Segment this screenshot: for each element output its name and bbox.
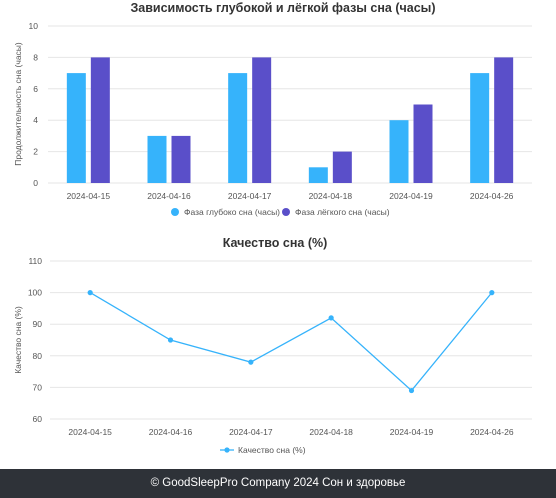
bar[interactable] <box>332 151 352 183</box>
quality-data-point[interactable] <box>167 337 174 343</box>
line-y-tick-label: 80 <box>33 351 43 361</box>
sleep-phase-bar-chart: Зависимость глубокой и лёгкой фазы сна (… <box>13 1 532 217</box>
bar-x-tick-label: 2024-04-19 <box>389 191 433 201</box>
quality-data-point[interactable] <box>87 290 93 296</box>
quality-data-point[interactable] <box>328 315 334 321</box>
bar-y-tick-label: 8 <box>33 52 38 62</box>
footer-text: © GoodSleepPro Company 2024 Сон и здоров… <box>150 477 406 489</box>
line-y-tick-label: 60 <box>33 414 43 424</box>
line-y-tick-label: 70 <box>33 382 43 392</box>
line-x-tick-label: 2024-04-17 <box>229 427 273 437</box>
line-y-tick-label: 90 <box>33 319 43 329</box>
quality-data-point[interactable] <box>408 387 415 394</box>
quality-data-point[interactable] <box>248 359 254 365</box>
bar-y-tick-label: 2 <box>33 147 38 157</box>
bar-y-tick-label: 4 <box>33 115 38 125</box>
bar[interactable] <box>308 167 328 183</box>
line-x-tick-label: 2024-04-19 <box>390 427 434 437</box>
line-x-tick-label: 2024-04-18 <box>309 427 353 437</box>
bar[interactable] <box>228 73 248 183</box>
line-y-tick-label: 110 <box>28 256 42 266</box>
bar[interactable] <box>171 135 191 183</box>
line-chart-y-axis-label: Качество сна (%) <box>13 306 23 374</box>
bar-chart-title: Зависимость глубокой и лёгкой фазы сна (… <box>130 1 435 15</box>
legend-label-deep-sleep[interactable]: Фаза глубоко сна (часы) <box>184 207 280 217</box>
charts-canvas: Зависимость глубокой и лёгкой фазы сна (… <box>13 1 532 455</box>
bar-x-tick-label: 2024-04-17 <box>228 191 272 201</box>
quality-series-line <box>89 292 493 392</box>
quality-data-point[interactable] <box>489 290 495 296</box>
bar[interactable] <box>494 57 514 183</box>
bar-x-tick-label: 2024-04-18 <box>309 191 353 201</box>
legend-swatch-marker-quality[interactable] <box>224 447 230 453</box>
bar[interactable] <box>389 120 409 183</box>
bar[interactable] <box>66 73 86 183</box>
bar[interactable] <box>90 57 110 183</box>
bar[interactable] <box>252 57 272 183</box>
bar[interactable] <box>413 104 433 184</box>
bar-y-tick-label: 6 <box>33 84 38 94</box>
page-footer: © GoodSleepPro Company 2024 Сон и здоров… <box>0 469 556 498</box>
bar-y-tick-label: 0 <box>33 178 38 188</box>
legend-label-quality[interactable]: Качество сна (%) <box>238 445 306 455</box>
line-x-tick-label: 2024-04-16 <box>149 427 193 437</box>
bar-x-tick-label: 2024-04-26 <box>470 191 514 201</box>
legend-label-light-sleep[interactable]: Фаза лёгкого сна (часы) <box>295 207 390 217</box>
line-x-tick-label: 2024-04-15 <box>68 427 112 437</box>
bar-x-tick-label: 2024-04-15 <box>67 191 111 201</box>
legend-swatch-deep-sleep[interactable] <box>171 208 179 216</box>
sleep-quality-line-chart: Качество сна (%) Качество сна (%) 60 70 80… <box>13 236 532 455</box>
line-x-tick-label: 2024-04-26 <box>470 427 514 437</box>
bar-x-tick-label: 2024-04-16 <box>147 191 191 201</box>
bar-chart-y-axis-label: Продолжительность сна (часы) <box>13 42 23 166</box>
bar[interactable] <box>147 135 167 183</box>
line-chart-title: Качество сна (%) <box>223 236 328 250</box>
bar[interactable] <box>470 73 490 183</box>
bar-y-tick-label: 10 <box>29 21 39 31</box>
legend-swatch-light-sleep[interactable] <box>282 208 290 216</box>
line-y-tick-label: 100 <box>28 288 42 298</box>
